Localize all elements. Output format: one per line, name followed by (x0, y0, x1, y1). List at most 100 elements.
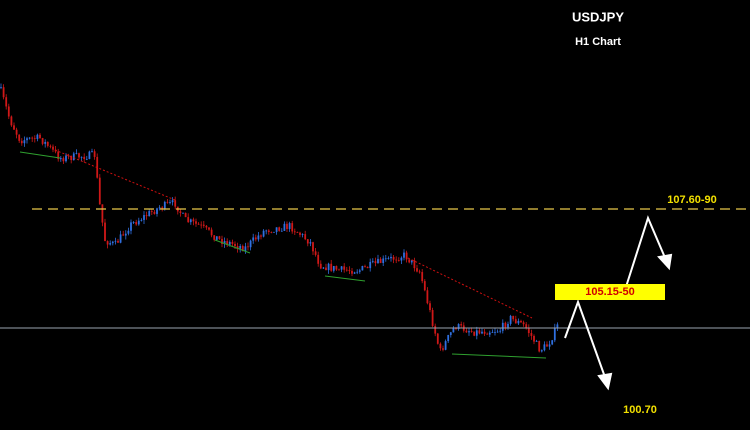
candle-body (166, 201, 169, 203)
candle-body (418, 271, 421, 273)
candle-body (468, 331, 470, 333)
candle-body (59, 158, 62, 160)
candle-body (364, 266, 366, 267)
candle-body (36, 134, 39, 139)
candle-body (449, 332, 452, 336)
candle-body (496, 331, 499, 333)
candle-body (226, 240, 229, 245)
candle-body (520, 320, 522, 323)
candle-body (408, 259, 411, 263)
candle-body (179, 211, 182, 213)
candle-body (200, 224, 203, 226)
candle-body (382, 258, 385, 263)
candle-body (551, 340, 554, 345)
candle-body (44, 141, 47, 144)
candle-body (322, 267, 325, 269)
candle-body (70, 155, 73, 161)
candle-body (270, 231, 273, 233)
candle-body (501, 322, 504, 331)
candle-body (319, 263, 322, 269)
candle-body (257, 235, 260, 240)
candle-body (327, 263, 330, 271)
candle-body (325, 267, 327, 271)
candle-body (0, 87, 2, 89)
candle-body (23, 140, 26, 144)
support-trend-lines (19, 151, 547, 359)
candle-body (239, 245, 242, 249)
candle-body (85, 158, 88, 160)
candle-body (174, 200, 177, 207)
candle-body (98, 177, 101, 205)
candle-body (514, 319, 517, 324)
candle-body (403, 252, 405, 258)
candle-body (205, 225, 208, 228)
candle-body (507, 323, 509, 328)
candle-body (475, 330, 478, 336)
candle-body (371, 261, 374, 263)
candle-body (442, 348, 444, 350)
candle-body (533, 335, 535, 342)
candle-body (109, 243, 112, 245)
candle-body (499, 330, 502, 332)
candle-body (10, 116, 13, 126)
candle-body (2, 87, 5, 98)
candle-body (377, 258, 379, 264)
candle-body (335, 266, 338, 270)
candle-body (231, 241, 234, 244)
candle-body (67, 155, 70, 157)
candle-body (366, 266, 369, 269)
candle-body (460, 324, 463, 326)
candle-body (384, 258, 387, 260)
candle-body (18, 134, 21, 141)
candle-body (405, 252, 408, 260)
candle-body (93, 151, 96, 157)
candle-body (400, 257, 403, 261)
candle-body (111, 241, 114, 244)
support-trend (214, 239, 251, 254)
candle-body (254, 237, 257, 240)
candle-body (540, 350, 543, 352)
candle-body (46, 141, 49, 146)
chart-subtitle: H1 Chart (575, 36, 621, 48)
candle-body (338, 269, 340, 271)
candle-body (436, 333, 439, 344)
candle-body (137, 220, 140, 225)
candle-body (397, 260, 400, 261)
candle-body (153, 211, 156, 214)
candle-body (101, 204, 104, 223)
candle-body (247, 246, 249, 248)
candle-body (5, 97, 8, 107)
candle-body (309, 242, 312, 244)
candle-body (317, 254, 320, 264)
candle-body (556, 324, 559, 328)
candle-body (343, 266, 346, 270)
candle-body (504, 322, 507, 328)
candle-body (265, 230, 268, 232)
candle-body (330, 263, 333, 271)
candle-body (455, 328, 457, 330)
candle-body (314, 251, 317, 255)
candle-body (527, 327, 530, 334)
trend-line (407, 257, 533, 319)
resistance-label: 105.15-50 (585, 286, 635, 298)
candle-body (124, 233, 127, 236)
candle-body (78, 153, 80, 158)
candle-body (301, 234, 304, 235)
candle-body (7, 106, 10, 117)
candle-body (473, 331, 476, 336)
candle-body (218, 236, 221, 239)
down-arrow (564, 299, 607, 381)
candle-body (358, 270, 361, 272)
support-trend (451, 353, 547, 359)
lower-target-label: 100.70 (623, 404, 657, 416)
candle-body (332, 266, 335, 271)
candle-body (33, 138, 36, 140)
candle-body (106, 241, 109, 245)
candle-body (348, 270, 351, 271)
arrow-head (657, 253, 673, 271)
candle-body (431, 310, 434, 326)
candle-body (195, 221, 197, 224)
candle-body (182, 212, 184, 214)
candle-body (416, 268, 418, 272)
